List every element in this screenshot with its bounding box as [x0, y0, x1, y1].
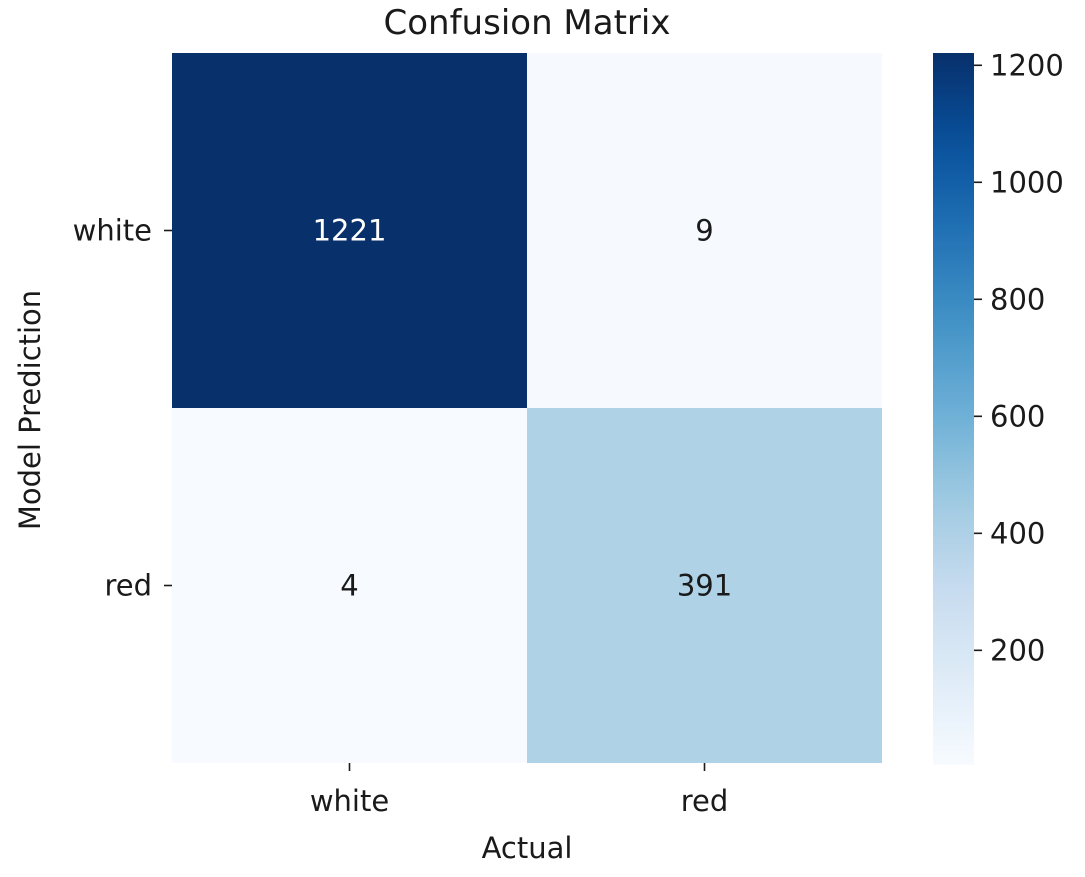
cell-value-red-red: 391	[677, 569, 732, 603]
colorbar-tick-label-600: 600	[990, 399, 1045, 433]
heatmap-cell-labels: 1221 9 4 391	[313, 214, 733, 603]
colorbar-tick-label-1000: 1000	[990, 165, 1064, 199]
y-tick-label-white: white	[73, 214, 152, 248]
colorbar-gradient	[933, 53, 974, 765]
y-axis-ticks: white red	[73, 214, 172, 603]
cell-value-white-red: 9	[695, 214, 713, 248]
x-axis-label: Actual	[482, 831, 573, 865]
x-axis-ticks: white red	[310, 763, 728, 818]
colorbar-tick-label-400: 400	[990, 516, 1045, 550]
cell-value-red-white: 4	[340, 569, 358, 603]
cell-value-white-white: 1221	[313, 214, 387, 248]
y-tick-label-red: red	[104, 569, 152, 603]
heatmap-cell-white-red	[527, 53, 882, 408]
heatmap-cell-red-red	[527, 408, 882, 763]
heatmap-cells	[172, 53, 882, 763]
heatmap-cell-red-white	[172, 408, 527, 763]
y-axis-label: Model Prediction	[13, 290, 47, 530]
colorbar-tick-label-800: 800	[990, 282, 1045, 316]
chart-title: Confusion Matrix	[384, 3, 671, 43]
colorbar-tick-label-200: 200	[990, 633, 1045, 667]
x-tick-label-white: white	[310, 784, 389, 818]
colorbar: 200 400 600 800 1000 1200	[933, 48, 1064, 765]
colorbar-ticks: 200 400 600 800 1000 1200	[974, 48, 1064, 667]
x-tick-label-red: red	[681, 784, 729, 818]
heatmap-cell-white-white	[172, 53, 527, 408]
colorbar-tick-label-1200: 1200	[990, 48, 1064, 82]
